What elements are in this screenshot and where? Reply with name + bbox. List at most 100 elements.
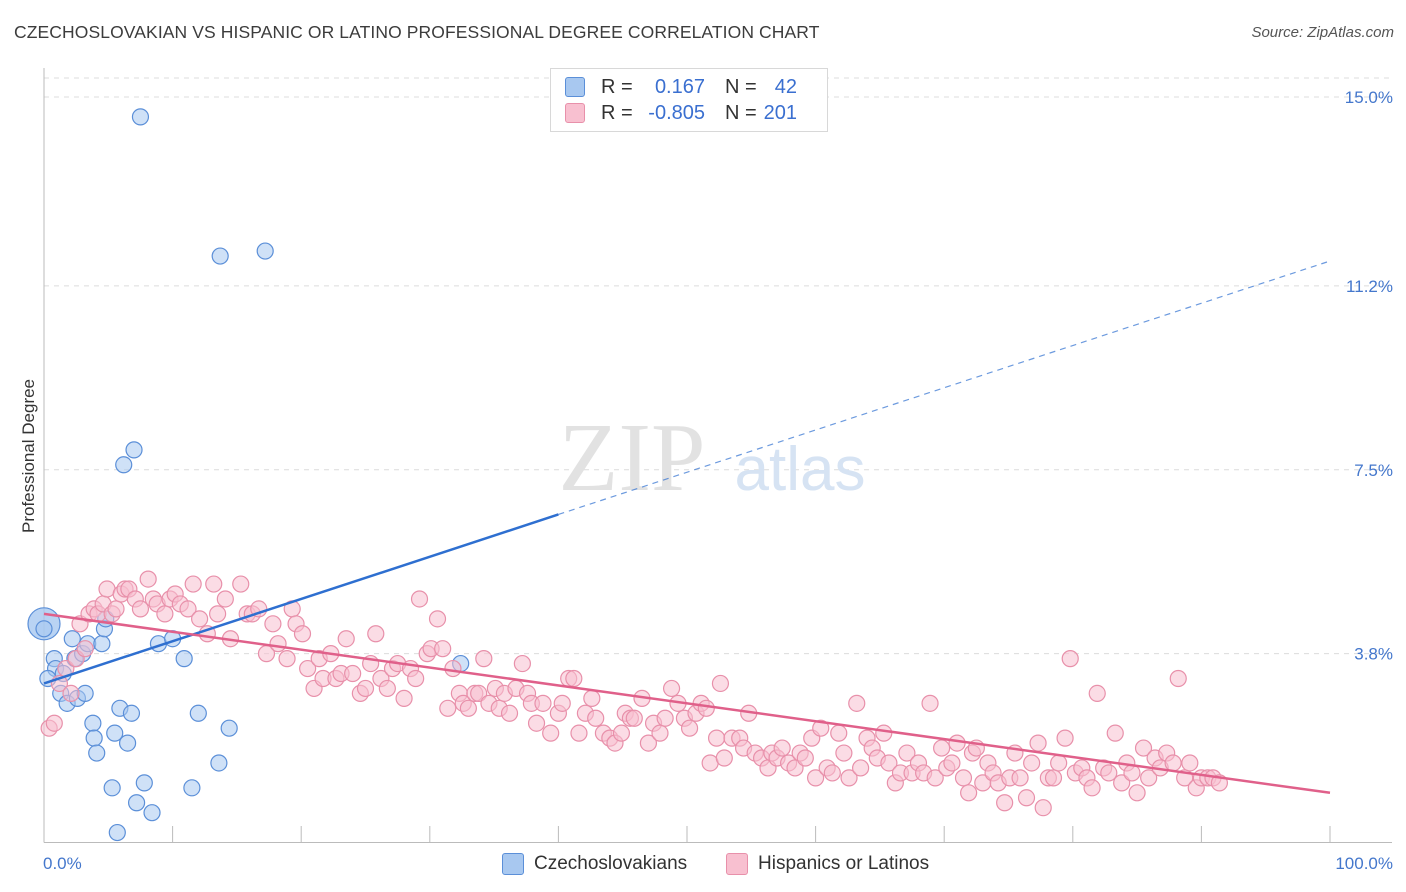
data-point [264, 615, 282, 633]
data-point [1029, 734, 1047, 752]
data-point [773, 739, 791, 757]
data-point [269, 635, 287, 653]
data-point [1083, 779, 1101, 797]
data-point [565, 669, 583, 688]
data-point [1044, 769, 1063, 787]
data-point [612, 724, 631, 742]
bottom-legend-hispanics: Hispanics or Latinos [726, 852, 929, 876]
trendline-czechoslovakians [43, 513, 559, 685]
bottom-legend-czechoslovakians: Czechoslovakians [502, 852, 687, 876]
bottom-legend-label: Czechoslovakians [534, 853, 688, 874]
y-tick-label: 7.5% [1354, 461, 1393, 480]
data-point [106, 724, 124, 742]
y-tick-label: 3.8% [1354, 645, 1393, 664]
legend-row-hispanics: R = -0.805 N = 201 [565, 100, 797, 126]
data-point [63, 630, 81, 648]
data-point [108, 823, 126, 842]
data-point [852, 759, 870, 777]
data-point [926, 769, 944, 787]
trendline-hispanics [43, 612, 1331, 795]
data-point [921, 694, 939, 712]
data-point [1017, 789, 1036, 807]
legend-n-value: 201 [763, 101, 797, 124]
series-hispanics [40, 570, 1229, 817]
legend-r-label: R = [601, 101, 633, 124]
data-point [444, 659, 462, 678]
data-point [156, 605, 174, 623]
data-point [299, 659, 317, 678]
data-point [933, 739, 951, 757]
data-point [395, 689, 413, 707]
data-point [553, 694, 571, 712]
data-point [500, 704, 519, 722]
data-point [1164, 754, 1182, 772]
data-point [125, 441, 143, 459]
data-point [880, 754, 898, 772]
legend-swatch-blue [565, 77, 585, 97]
data-point [85, 729, 103, 747]
data-point [1050, 754, 1068, 772]
data-point [680, 719, 699, 737]
data-point [84, 714, 102, 732]
data-point [583, 689, 601, 707]
data-point [534, 694, 552, 712]
data-point [662, 679, 681, 698]
data-point [459, 699, 477, 717]
x-tick-labels: 0.0% 100.0% [43, 854, 1393, 873]
data-point [107, 600, 125, 618]
watermark-zip: ZIP [559, 404, 706, 512]
data-point [625, 709, 643, 727]
data-point [639, 734, 658, 752]
data-point [996, 794, 1014, 812]
data-point [135, 774, 153, 792]
data-point [875, 724, 893, 742]
data-point [711, 674, 730, 693]
bottom-legend-label: Hispanics or Latinos [758, 853, 930, 874]
data-point [806, 769, 825, 787]
data-point [840, 769, 858, 787]
legend-swatch-pink [565, 103, 585, 123]
data-point [439, 699, 457, 717]
correlation-legend: R = 0.167 N = 42 R = -0.805 N = 201 [550, 68, 828, 132]
watermark: ZIP atlas [559, 404, 866, 512]
data-point [428, 610, 447, 628]
legend-r-value: 0.167 [654, 75, 705, 98]
data-point [210, 754, 228, 772]
y-axis-label: Professional Degree [19, 379, 38, 533]
series-czechoslovakians [27, 108, 470, 842]
data-point [179, 600, 197, 618]
data-point [191, 610, 209, 628]
data-point [830, 724, 848, 742]
data-point [378, 679, 396, 698]
data-point [587, 709, 605, 727]
data-point [337, 630, 355, 648]
data-point [542, 724, 560, 742]
data-point [656, 709, 674, 727]
trendlines [43, 260, 1331, 795]
data-point [122, 704, 141, 722]
data-point [960, 784, 978, 802]
data-point [131, 108, 150, 126]
legend-n-label: N = [725, 75, 757, 98]
data-point [513, 654, 531, 673]
data-point [1100, 764, 1118, 782]
data-point [898, 744, 916, 762]
data-point [175, 650, 193, 668]
data-point [954, 769, 973, 787]
data-point [796, 749, 814, 767]
data-point [118, 734, 137, 752]
data-point [434, 640, 452, 658]
legend-n-value: 42 [774, 75, 797, 98]
data-point [205, 575, 223, 593]
data-point [293, 625, 312, 643]
data-point [256, 242, 274, 260]
data-point [139, 570, 157, 588]
legend-r-value: -0.805 [648, 101, 705, 124]
data-point [184, 575, 202, 593]
data-point [131, 600, 150, 618]
data-point [344, 664, 362, 683]
data-point [410, 590, 429, 608]
data-point [835, 744, 853, 762]
data-point [697, 699, 715, 717]
